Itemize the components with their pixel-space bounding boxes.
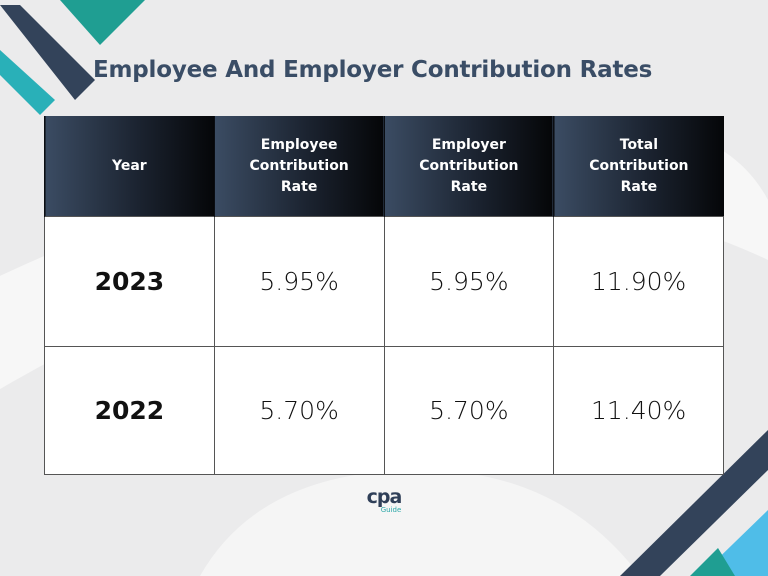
cell: 11.90% <box>553 216 724 347</box>
header-cell: Year <box>44 116 215 217</box>
title: Employee And Employer Contribution Rates <box>93 57 653 83</box>
deco-navy <box>620 430 768 576</box>
cell: 5.70% <box>383 346 555 475</box>
logo: cpa Guide <box>362 486 406 515</box>
row: 2023 5.95% 5.95% 11.90% <box>44 216 724 347</box>
cell: 5.70% <box>213 346 385 475</box>
cell: 5.95% <box>213 216 385 347</box>
deco-teal <box>690 548 735 576</box>
rates-table: Year Employee Contribution Rate Employer… <box>44 116 724 475</box>
year-cell: 2022 <box>44 346 215 475</box>
cell: 11.40% <box>553 346 724 475</box>
logo-brand: cpa <box>366 486 403 508</box>
deco-cyan <box>0 50 55 115</box>
header-cell: Employer Contribution Rate <box>383 116 554 217</box>
row: 2022 5.70% 5.70% 11.40% <box>44 346 724 475</box>
year-cell: 2023 <box>44 216 215 347</box>
logo-sub: Guide <box>380 506 402 514</box>
cell: 5.95% <box>383 216 555 347</box>
header-cell: Employee Contribution Rate <box>213 116 384 217</box>
header-cell: Total Contribution Rate <box>553 116 724 217</box>
header-row: Year Employee Contribution Rate Employer… <box>44 116 724 217</box>
deco-navy <box>0 5 95 100</box>
deco-teal <box>60 0 145 45</box>
bg-curve <box>200 470 640 576</box>
